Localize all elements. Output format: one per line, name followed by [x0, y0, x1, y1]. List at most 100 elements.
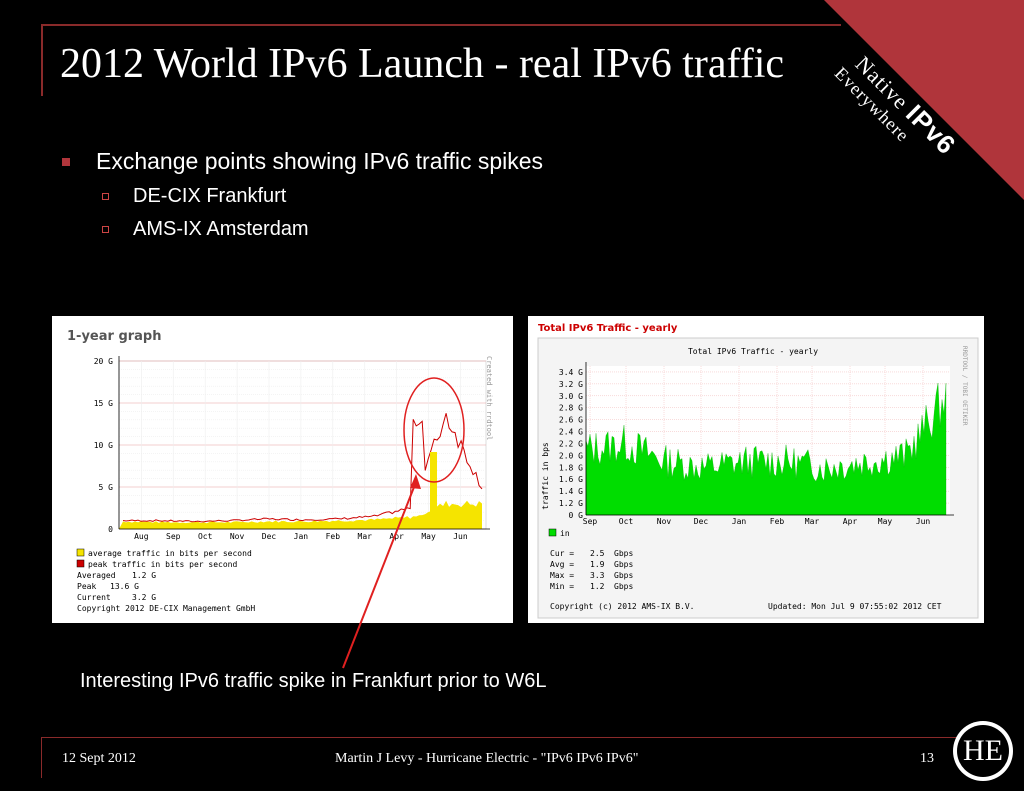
amsix-y-tick: 1.6 G — [559, 475, 583, 484]
stat-label: Current — [77, 593, 111, 602]
page-number: 13 — [920, 751, 934, 766]
sub-bullet-text: DE-CIX Frankfurt — [133, 185, 287, 207]
legend-in-label: in — [560, 529, 570, 538]
amsix-copyright: Copyright (c) 2012 AMS-IX B.V. — [550, 602, 695, 611]
amsix-chart: Total IPv6 Traffic - yearly Total IPv6 T… — [537, 323, 979, 619]
decix-x-tick: Feb — [326, 532, 341, 541]
amsix-stat-value: 1.2 — [590, 582, 605, 591]
decix-x-tick: Sep — [166, 532, 181, 541]
amsix-x-tick: Oct — [619, 517, 634, 526]
footer-rule-vertical — [41, 738, 42, 778]
decix-x-tick: Oct — [198, 532, 213, 541]
amsix-x-tick: Jan — [732, 517, 747, 526]
decix-graph-panel: 1-year graph 0 5 G 10 G 15 G 20 G Aug Sep Oct No… — [52, 316, 513, 623]
decix-x-tick: Mar — [358, 532, 373, 541]
sub-bullet-text: AMS-IX Amsterdam — [133, 218, 309, 240]
decix-x-tick: Dec — [262, 532, 277, 541]
hollow-square-icon — [102, 226, 109, 233]
decix-x-tick: Jan — [294, 532, 309, 541]
amsix-x-tick: May — [878, 517, 893, 526]
amsix-stat-unit: Gbps — [614, 571, 633, 580]
decix-copyright: Copyright 2012 DE-CIX Management GmbH — [77, 604, 255, 613]
amsix-y-tick: 2.0 G — [559, 451, 583, 460]
amsix-stat-unit: Gbps — [614, 549, 633, 558]
slide-title: 2012 World IPv6 Launch - real IPv6 traff… — [60, 41, 785, 87]
bullet-main-text: Exchange points showing IPv6 traffic spi… — [96, 148, 544, 174]
title-rule — [41, 24, 841, 26]
amsix-y-tick: 1.4 G — [559, 487, 583, 496]
decix-x-tick: Aug — [134, 532, 149, 541]
amsix-y-tick: 0 G — [569, 511, 584, 520]
he-logo: HE — [953, 721, 1013, 781]
amsix-stat-unit: Gbps — [614, 560, 633, 569]
amsix-in-area — [585, 382, 947, 516]
amsix-graph-panel: Total IPv6 Traffic - yearly Total IPv6 T… — [528, 316, 984, 623]
decix-chart: 1-year graph 0 5 G 10 G 15 G 20 G Aug Sep Oct No… — [67, 329, 493, 613]
legend-in-swatch — [548, 528, 557, 537]
bullet-item: Exchange points showing IPv6 traffic spi… — [62, 148, 543, 175]
decix-y-tick: 10 G — [94, 441, 113, 450]
decix-y-tick: 15 G — [94, 399, 113, 408]
legend-peak-swatch — [76, 559, 85, 568]
decix-side-text: Created with rrdtool — [485, 356, 493, 440]
stat-label: Peak — [77, 582, 96, 591]
amsix-x-tick: Dec — [694, 517, 709, 526]
decix-x-tick: Nov — [230, 532, 245, 541]
amsix-ylabel: traffic in bps — [541, 442, 550, 510]
he-logo-text: HE — [957, 725, 1009, 777]
amsix-y-tick: 1.8 G — [559, 463, 583, 472]
amsix-stat-value: 1.9 — [590, 560, 605, 569]
caption: Interesting IPv6 traffic spike in Frankf… — [80, 670, 547, 692]
decix-y-tick: 0 — [108, 525, 113, 534]
amsix-y-tick: 3.2 G — [559, 380, 583, 389]
bullet-list: Exchange points showing IPv6 traffic spi… — [62, 148, 543, 241]
amsix-y-tick: 1.2 G — [559, 499, 583, 508]
amsix-heading: Total IPv6 Traffic - yearly — [538, 323, 678, 334]
amsix-x-tick: Nov — [657, 517, 672, 526]
amsix-stat-label: Min = — [550, 582, 574, 591]
amsix-x-tick: Feb — [770, 517, 785, 526]
native-ipv6-banner: Native IPv6 Everywhere — [824, 0, 1024, 200]
footer-date: 12 Sept 2012 — [62, 751, 136, 766]
stat-value: 3.2 G — [132, 593, 156, 602]
amsix-side-text: RRDTOOL / TOBI OETIKER — [961, 346, 968, 426]
footer-center: Martin J Levy - Hurricane Electric - "IP… — [335, 751, 639, 766]
amsix-y-tick: 3.4 G — [559, 368, 583, 377]
legend-avg-label: average traffic in bits per second — [88, 549, 252, 558]
decix-spike-bar — [430, 452, 437, 529]
stat-value: 13.6 G — [110, 582, 139, 591]
amsix-y-tick: 2.6 G — [559, 416, 583, 425]
amsix-stat-value: 2.5 — [590, 549, 605, 558]
stat-value: 1.2 G — [132, 571, 156, 580]
legend-avg-swatch — [76, 548, 85, 557]
amsix-y-tick: 2.8 G — [559, 404, 583, 413]
amsix-stat-label: Avg = — [550, 560, 574, 569]
amsix-x-tick: Jun — [916, 517, 931, 526]
decix-y-tick: 20 G — [94, 357, 113, 366]
hollow-square-icon — [102, 193, 109, 200]
bullet-square-icon — [62, 157, 70, 166]
amsix-y-tick: 2.4 G — [559, 428, 583, 437]
decix-y-tick: 5 G — [99, 483, 114, 492]
amsix-chart-title: Total IPv6 Traffic - yearly — [688, 347, 818, 356]
amsix-stat-label: Max = — [550, 571, 574, 580]
sub-bullet-item: DE-CIX Frankfurt — [102, 185, 543, 208]
amsix-y-tick: 2.2 G — [559, 439, 583, 448]
amsix-x-tick: Sep — [583, 517, 598, 526]
amsix-stat-unit: Gbps — [614, 582, 633, 591]
decix-x-tick: Jun — [453, 532, 468, 541]
amsix-stat-label: Cur = — [550, 549, 574, 558]
amsix-updated: Updated: Mon Jul 9 07:55:02 2012 CET — [768, 602, 942, 611]
decix-heading: 1-year graph — [67, 329, 162, 344]
amsix-x-tick: Mar — [805, 517, 820, 526]
title-rule-vertical — [41, 24, 43, 96]
legend-peak-label: peak traffic in bits per second — [88, 560, 237, 569]
stat-label: Averaged — [77, 571, 116, 580]
amsix-x-tick: Apr — [843, 517, 858, 526]
amsix-stat-value: 3.3 — [590, 571, 605, 580]
footer-rule — [41, 737, 976, 738]
decix-x-tick: May — [421, 532, 436, 541]
decix-x-tick: Apr — [389, 532, 404, 541]
amsix-y-tick: 3.0 G — [559, 392, 583, 401]
sub-bullet-item: AMS-IX Amsterdam — [102, 218, 543, 241]
